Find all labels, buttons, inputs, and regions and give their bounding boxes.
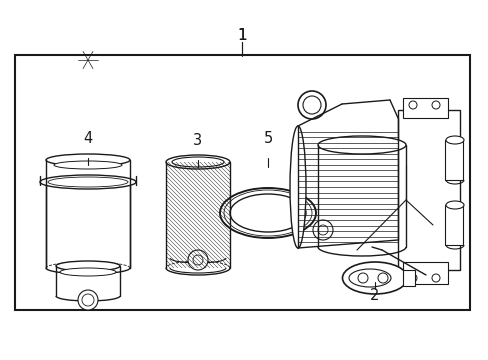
Circle shape [377, 273, 387, 283]
Circle shape [312, 220, 332, 240]
Circle shape [408, 101, 416, 109]
Ellipse shape [342, 262, 407, 294]
Circle shape [82, 294, 94, 306]
Ellipse shape [165, 155, 229, 169]
Text: 2: 2 [369, 288, 379, 302]
Ellipse shape [60, 268, 116, 276]
Circle shape [431, 274, 439, 282]
Ellipse shape [54, 161, 122, 169]
Circle shape [431, 101, 439, 109]
Text: 3: 3 [193, 132, 202, 148]
Text: 4: 4 [83, 131, 92, 145]
Text: 1: 1 [237, 27, 246, 42]
Ellipse shape [348, 269, 390, 287]
Circle shape [297, 91, 325, 119]
Circle shape [317, 225, 327, 235]
Ellipse shape [445, 136, 463, 144]
Circle shape [78, 290, 98, 310]
Ellipse shape [56, 261, 120, 271]
Ellipse shape [172, 157, 224, 167]
Bar [402, 98, 447, 118]
Bar [402, 262, 447, 284]
Circle shape [408, 274, 416, 282]
Bar [444, 140, 462, 180]
Bar [444, 205, 462, 245]
Ellipse shape [46, 154, 130, 166]
Bar [15, 55, 469, 310]
Ellipse shape [48, 177, 128, 187]
Ellipse shape [40, 175, 136, 189]
Text: 5: 5 [263, 131, 272, 145]
Circle shape [357, 273, 367, 283]
Circle shape [303, 96, 320, 114]
Ellipse shape [445, 201, 463, 209]
Text: 1: 1 [237, 27, 246, 42]
Circle shape [193, 255, 203, 265]
Circle shape [187, 250, 207, 270]
Ellipse shape [317, 136, 405, 154]
Bar [397, 110, 459, 270]
Ellipse shape [289, 126, 305, 248]
Bar [402, 270, 414, 286]
